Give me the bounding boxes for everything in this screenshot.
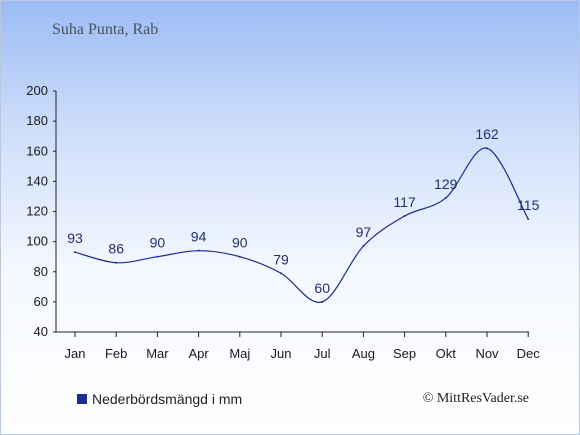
x-tick-label: Maj (229, 346, 250, 361)
data-label: 93 (67, 230, 83, 246)
x-tick-label: Nov (475, 346, 499, 361)
data-label: 115 (517, 197, 540, 213)
y-tick-label: 160 (26, 143, 48, 158)
x-tick-label: Feb (105, 346, 127, 361)
data-point (197, 249, 200, 252)
x-tick-label: Mar (146, 346, 169, 361)
x-tick-label: Jun (271, 346, 292, 361)
data-point (238, 255, 241, 258)
y-tick-label: 120 (26, 204, 48, 219)
data-label: 162 (475, 126, 499, 142)
data-label: 60 (314, 280, 330, 296)
y-tick-label: 80 (34, 264, 48, 279)
data-label: 90 (150, 235, 166, 251)
x-tick-label: Jan (65, 346, 86, 361)
y-tick-label: 60 (34, 294, 48, 309)
legend-swatch (77, 394, 87, 404)
data-point (486, 147, 488, 150)
legend-label: Nederbördsmängd i mm (92, 391, 243, 407)
x-tick-label: Sep (393, 346, 416, 361)
data-point (156, 255, 159, 258)
data-point (115, 261, 118, 264)
x-tick-label: Apr (188, 346, 209, 361)
data-point (321, 300, 324, 303)
data-label: 97 (356, 224, 372, 240)
credit-text: © MittResVader.se (422, 391, 529, 406)
chart-title: Suha Punta, Rab (52, 21, 159, 38)
y-tick-label: 100 (26, 234, 48, 249)
data-label: 79 (273, 251, 289, 267)
y-tick-label: 200 (26, 83, 48, 98)
x-tick-label: Dec (517, 346, 541, 361)
y-tick-label: 140 (26, 173, 48, 188)
data-label: 129 (434, 176, 458, 192)
data-point (280, 272, 282, 275)
data-label: 86 (108, 241, 124, 257)
data-point (403, 215, 406, 218)
x-tick-label: Okt (436, 346, 457, 361)
y-tick-label: 40 (34, 324, 48, 339)
x-tick-label: Aug (352, 346, 375, 361)
legend: Nederbördsmängd i mm (77, 391, 242, 407)
x-tick-label: Jul (314, 346, 331, 361)
series-line-precipitation (74, 147, 529, 303)
data-point (362, 245, 365, 248)
data-point (527, 218, 530, 221)
data-label: 90 (232, 235, 248, 251)
y-tick-label: 180 (26, 113, 48, 128)
data-label: 117 (393, 194, 416, 210)
data-point (444, 196, 447, 199)
data-point (74, 251, 76, 254)
data-label: 94 (191, 229, 207, 245)
